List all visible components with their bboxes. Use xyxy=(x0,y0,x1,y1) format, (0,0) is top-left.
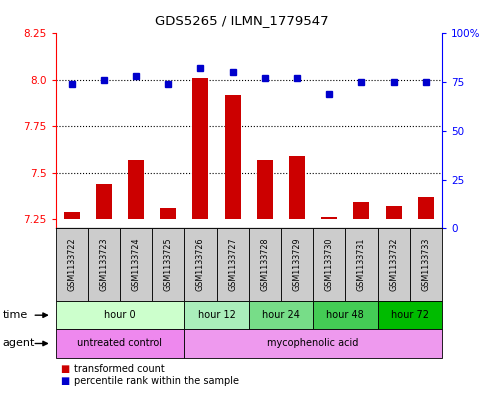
Text: GSM1133723: GSM1133723 xyxy=(99,238,108,292)
Text: mycophenolic acid: mycophenolic acid xyxy=(268,338,359,349)
Text: hour 12: hour 12 xyxy=(198,310,236,320)
Bar xyxy=(128,160,144,219)
Text: GSM1133733: GSM1133733 xyxy=(421,238,430,291)
Text: GSM1133732: GSM1133732 xyxy=(389,238,398,292)
Bar xyxy=(160,208,176,219)
Text: GDS5265 / ILMN_1779547: GDS5265 / ILMN_1779547 xyxy=(155,14,328,27)
Text: hour 0: hour 0 xyxy=(104,310,136,320)
Text: hour 48: hour 48 xyxy=(327,310,364,320)
Text: GSM1133729: GSM1133729 xyxy=(293,238,301,292)
Bar xyxy=(192,78,209,219)
Bar xyxy=(418,197,434,219)
Text: time: time xyxy=(2,310,28,320)
Bar xyxy=(354,202,369,219)
Text: GSM1133728: GSM1133728 xyxy=(260,238,270,292)
Text: GSM1133731: GSM1133731 xyxy=(357,238,366,291)
Text: GSM1133730: GSM1133730 xyxy=(325,238,334,291)
Text: hour 72: hour 72 xyxy=(391,310,429,320)
Text: transformed count: transformed count xyxy=(74,364,165,374)
Text: GSM1133722: GSM1133722 xyxy=(67,238,76,292)
Text: GSM1133726: GSM1133726 xyxy=(196,238,205,292)
Bar xyxy=(64,211,80,219)
Bar xyxy=(257,160,273,219)
Text: percentile rank within the sample: percentile rank within the sample xyxy=(74,376,239,386)
Bar xyxy=(225,95,241,219)
Text: untreated control: untreated control xyxy=(77,338,162,349)
Bar xyxy=(96,184,112,219)
Text: hour 24: hour 24 xyxy=(262,310,300,320)
Bar xyxy=(289,156,305,219)
Text: GSM1133725: GSM1133725 xyxy=(164,238,173,292)
Text: agent: agent xyxy=(2,338,35,349)
Text: GSM1133727: GSM1133727 xyxy=(228,238,237,292)
Text: ■: ■ xyxy=(60,364,70,374)
Text: ■: ■ xyxy=(60,376,70,386)
Bar xyxy=(385,206,402,219)
Text: GSM1133724: GSM1133724 xyxy=(131,238,141,292)
Bar xyxy=(321,217,337,219)
